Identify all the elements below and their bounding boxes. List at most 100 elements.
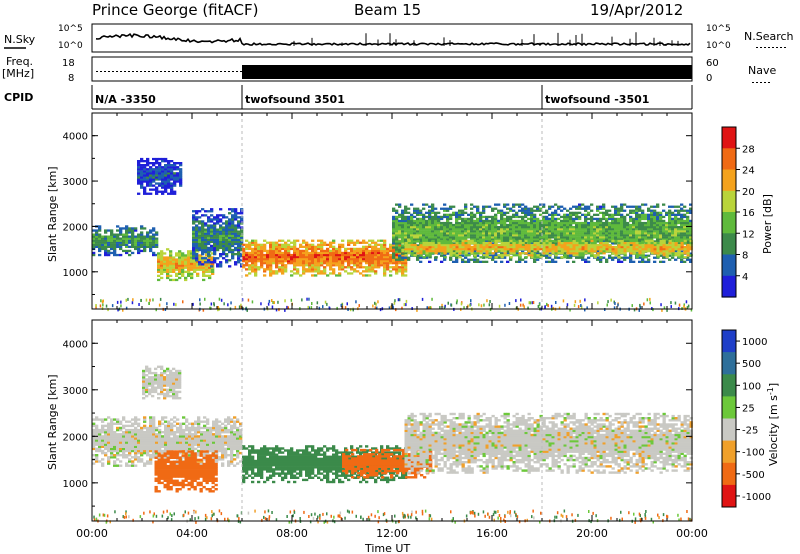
heatmap-cell <box>677 234 681 237</box>
heatmap-cell <box>401 260 405 263</box>
heatmap-cell <box>437 241 441 245</box>
heatmap-cell <box>216 216 220 219</box>
heatmap-cell <box>566 219 570 223</box>
heatmap-cell <box>551 221 555 225</box>
heatmap-cell <box>237 261 241 264</box>
heatmap-cell <box>536 230 540 233</box>
heatmap-cell <box>140 235 144 238</box>
heatmap-cell <box>260 247 264 251</box>
colorbar-swatch <box>722 127 736 149</box>
heatmap-cell <box>569 254 573 257</box>
heatmap-cell <box>254 253 258 257</box>
heatmap-cell <box>219 232 223 235</box>
heatmap-cell <box>290 241 294 244</box>
heatmap-cell <box>122 243 126 246</box>
heatmap-cell <box>341 255 345 259</box>
heatmap-cell <box>500 217 504 221</box>
heatmap-cell <box>674 232 678 235</box>
heatmap-cell <box>401 234 405 237</box>
heatmap-cell <box>257 245 261 248</box>
heatmap-cell <box>113 247 117 251</box>
heatmap-cell <box>398 228 402 231</box>
heatmap-cell <box>461 243 465 247</box>
heatmap-cell <box>302 270 306 273</box>
heatmap-cell <box>533 221 537 225</box>
heatmap-cell <box>152 229 156 232</box>
heatmap-cell <box>146 243 150 246</box>
heatmap-cell <box>467 248 471 251</box>
heatmap-cell <box>431 211 435 214</box>
heatmap-cell <box>620 252 624 255</box>
heatmap-cell <box>254 255 258 259</box>
heatmap-cell <box>515 252 519 255</box>
heatmap-cell <box>491 234 495 237</box>
heatmap-cell <box>299 262 303 265</box>
heatmap-cell <box>668 209 672 212</box>
heatmap-cell <box>584 232 588 235</box>
heatmap-cell <box>449 248 453 251</box>
heatmap-cell <box>401 266 405 269</box>
heatmap-cell <box>104 239 108 242</box>
heatmap-cell <box>641 228 645 231</box>
heatmap-cell <box>368 264 372 267</box>
heatmap-cell <box>140 166 144 169</box>
heatmap-cell <box>626 213 630 216</box>
heatmap-cell <box>170 172 174 175</box>
heatmap-cell <box>356 255 360 259</box>
heatmap-cell <box>566 221 570 225</box>
heatmap-cell <box>605 213 609 216</box>
heatmap-cell <box>545 254 549 257</box>
heatmap-cell <box>518 221 522 225</box>
heatmap-cell <box>128 237 132 240</box>
heatmap-cell <box>284 308 286 312</box>
heatmap-cell <box>632 211 636 214</box>
heatmap-cell <box>512 243 516 247</box>
heatmap-cell <box>509 234 513 237</box>
heatmap-cell <box>539 230 543 233</box>
heatmap-cell <box>581 232 585 235</box>
heatmap-cell <box>428 254 432 257</box>
heatmap-cell <box>128 229 132 232</box>
heatmap-cell <box>635 226 639 229</box>
heatmap-cell <box>599 232 603 235</box>
heatmap-cell <box>201 250 205 254</box>
heatmap-cell <box>216 242 220 246</box>
heatmap-cell <box>635 223 639 227</box>
heatmap-cell <box>205 264 209 267</box>
heatmap-cell <box>461 258 465 261</box>
heatmap-cell <box>284 241 288 244</box>
heatmap-cell <box>389 253 393 257</box>
heatmap-cell <box>452 211 456 214</box>
heatmap-cell <box>192 246 196 250</box>
heatmap-cell <box>146 168 150 171</box>
heatmap-cell <box>689 226 693 229</box>
heatmap-cell <box>398 234 402 237</box>
heatmap-cell <box>500 226 504 229</box>
heatmap-cell <box>167 180 171 183</box>
heatmap-cell <box>251 262 255 265</box>
heatmap-cell <box>281 253 285 257</box>
heatmap-cell <box>219 265 223 268</box>
heatmap-cell <box>231 236 235 239</box>
heatmap-cell <box>422 245 426 249</box>
heatmap-cell <box>401 274 405 277</box>
heatmap-cell <box>542 254 546 257</box>
heatmap-cell <box>362 274 366 277</box>
heatmap-cell <box>190 262 194 265</box>
heatmap-cell <box>650 209 654 212</box>
heatmap-cell <box>140 178 144 181</box>
heatmap-cell <box>641 213 645 216</box>
heatmap-cell <box>500 232 504 235</box>
heatmap-cell <box>311 302 313 305</box>
heatmap-cell <box>521 226 525 229</box>
heatmap-cell <box>216 222 220 225</box>
heatmap-cell <box>163 268 167 271</box>
heatmap-cell <box>326 243 330 246</box>
heatmap-cell <box>542 234 546 237</box>
heatmap-cell <box>530 223 534 227</box>
heatmap-cell <box>170 186 174 189</box>
heatmap-cell <box>503 223 507 227</box>
heatmap-cell <box>506 250 510 253</box>
cpid-label: CPID <box>4 91 33 104</box>
heatmap-cell <box>557 207 561 210</box>
